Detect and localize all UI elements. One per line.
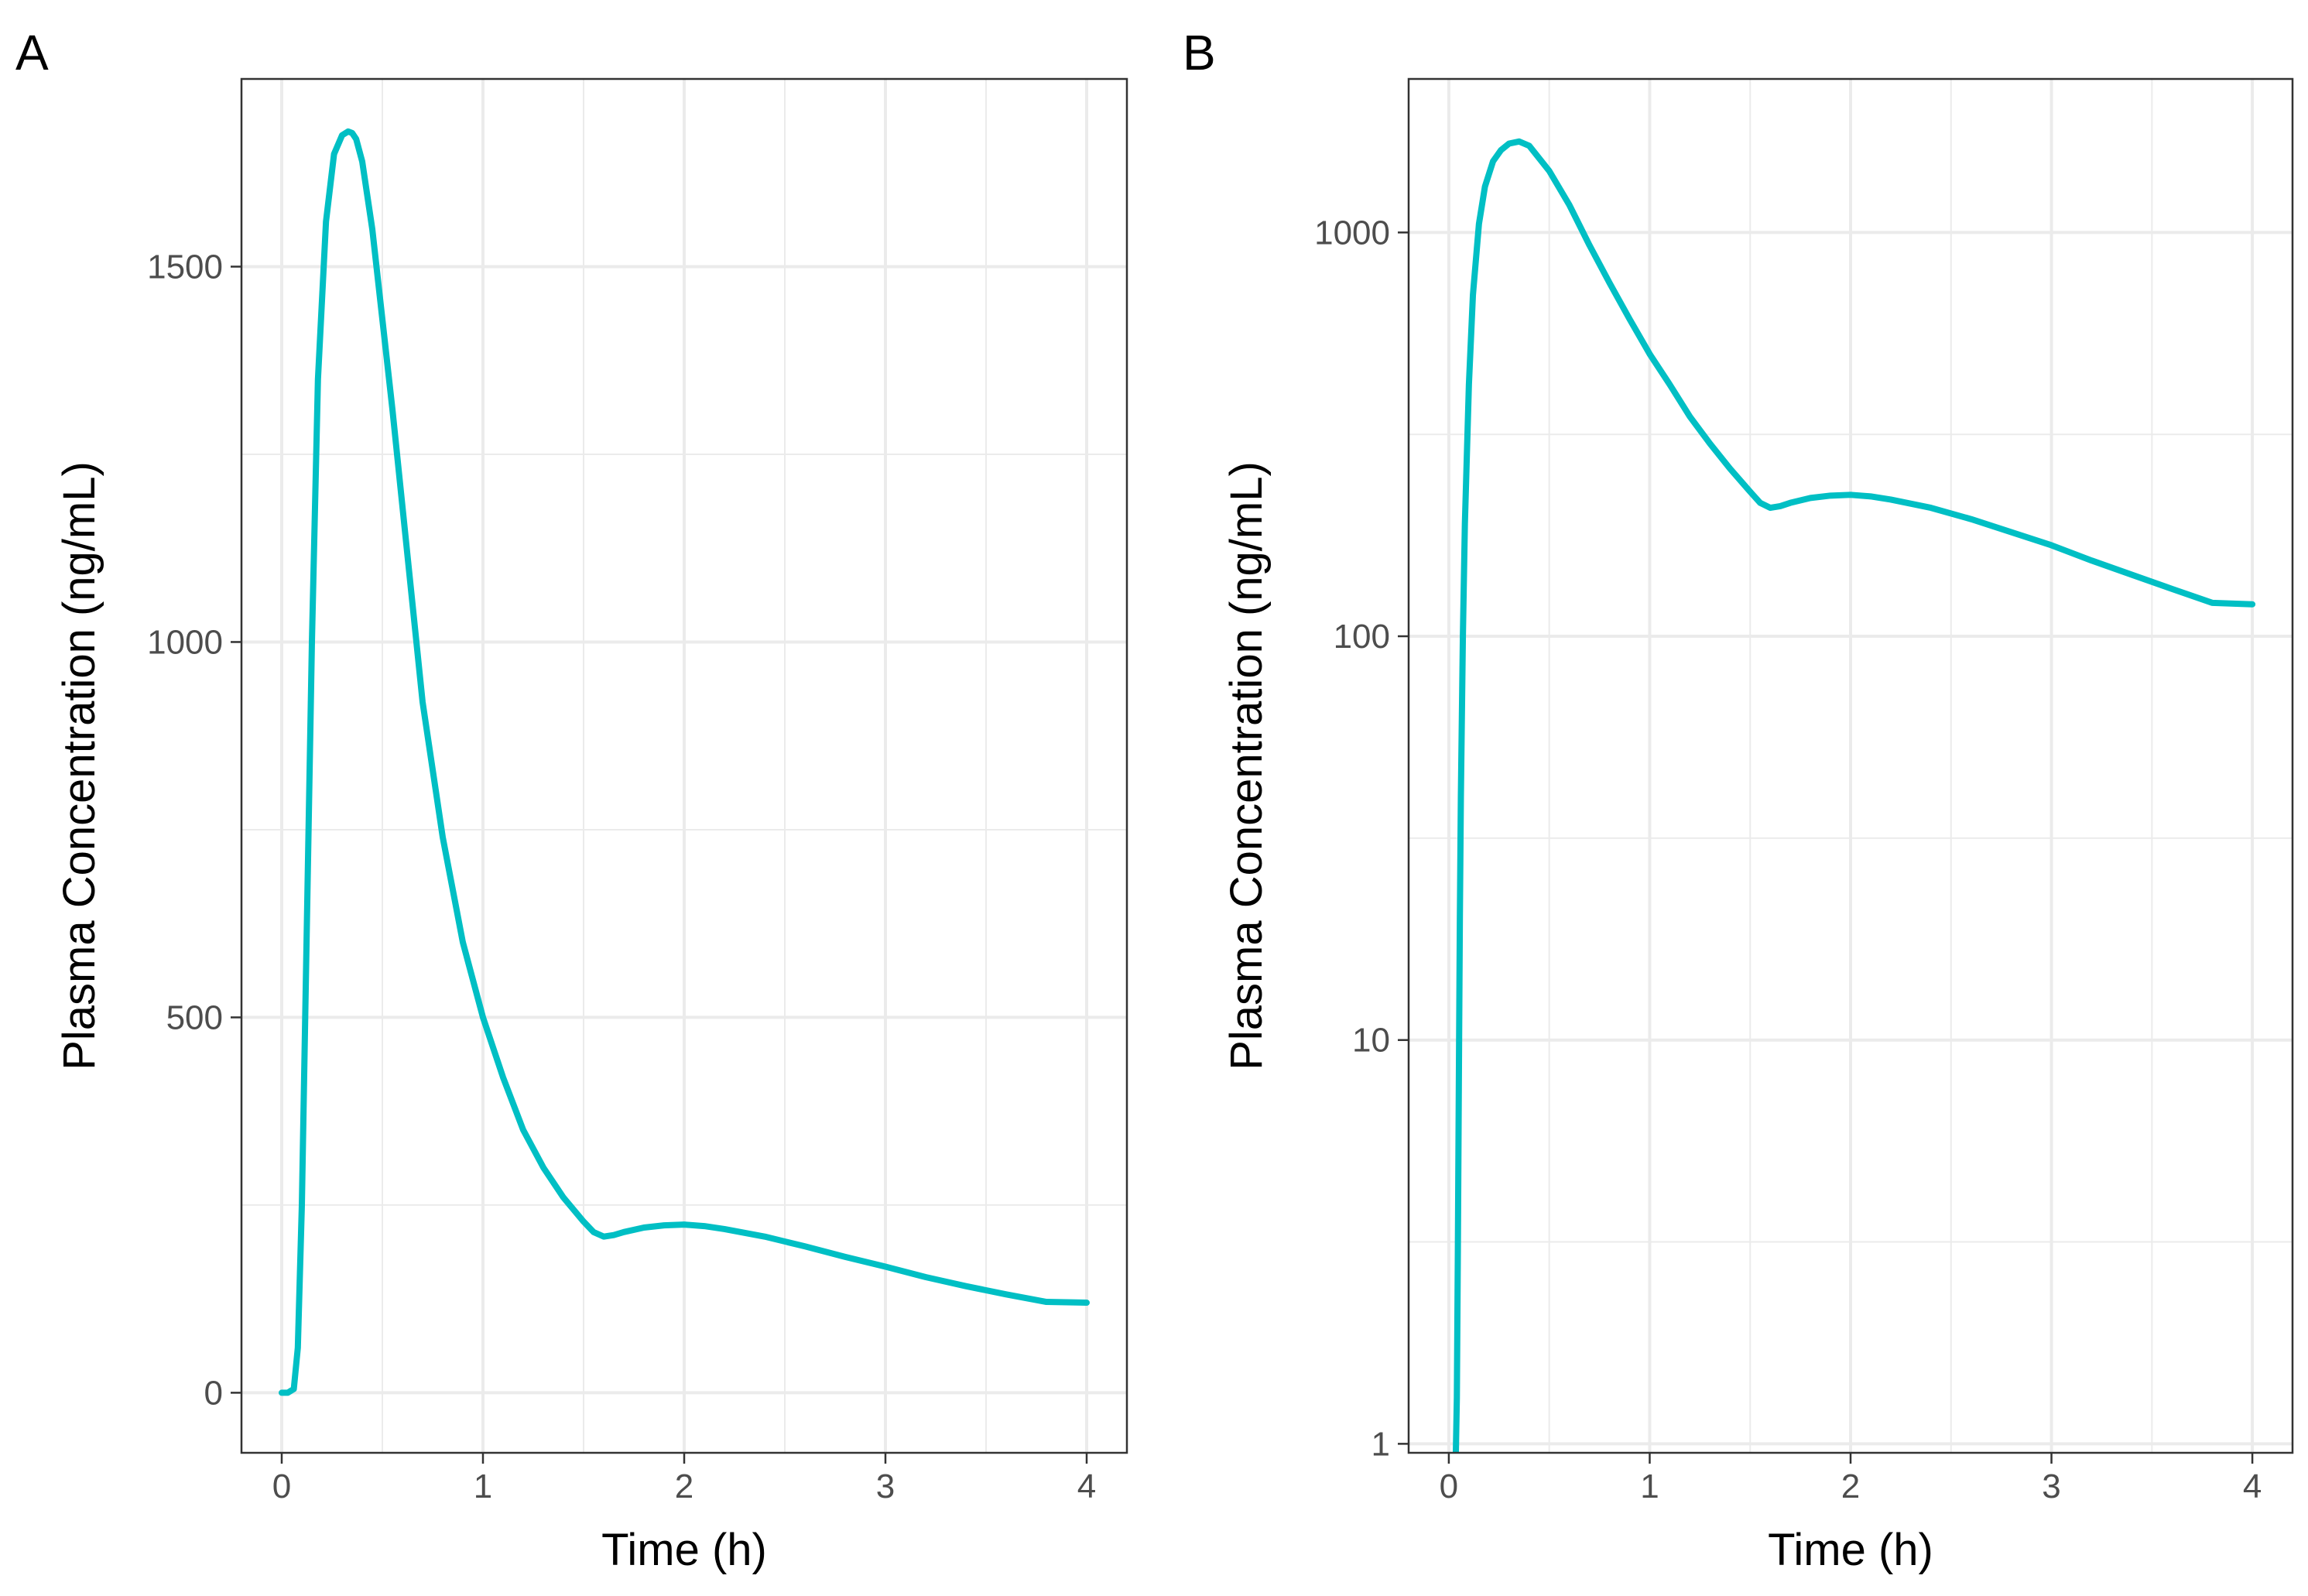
panel-letter: B	[1183, 25, 1216, 80]
y-axis-title: Plasma Concentration (ng/mL)	[1221, 461, 1272, 1070]
y-tick-label: 100	[1334, 618, 1390, 656]
y-tick-label: 500	[166, 998, 223, 1036]
x-tick-label: 4	[1077, 1468, 1096, 1505]
y-tick-label: 1	[1371, 1425, 1390, 1463]
panel-letter: A	[15, 25, 49, 80]
panel-b: 0 1 2 3 4 1 10 100 1000 Time (h) Plasma Concentrat…	[1183, 25, 2294, 1575]
x-tick-label: 0	[272, 1468, 291, 1505]
x-tick-label: 4	[2243, 1468, 2262, 1505]
series-line-concentration	[279, 128, 1090, 1396]
x-axis-title: Time (h)	[601, 1525, 767, 1575]
x-tick-label: 1	[474, 1468, 492, 1505]
y-tick-label: 10	[1352, 1022, 1390, 1060]
x-tick-label: 1	[1640, 1468, 1659, 1505]
y-axis-title: Plasma Concentration (ng/mL)	[54, 461, 104, 1070]
y-tick-label: 1000	[1314, 214, 1390, 252]
series-line-concentration	[1452, 138, 2256, 1453]
y-tick-label: 0	[204, 1374, 223, 1412]
y-tick-label: 1500	[147, 248, 223, 286]
x-tick-label: 2	[675, 1468, 693, 1505]
x-tick-label: 2	[1841, 1468, 1860, 1505]
x-tick-label: 3	[876, 1468, 895, 1505]
x-axis-title: Time (h)	[1768, 1525, 1933, 1575]
panel-a: 0 1 2 3 4 0 500 1000 1500 Time (h) Plasma Concentr…	[15, 25, 1128, 1575]
y-tick-label: 1000	[147, 623, 223, 661]
x-tick-label: 3	[2042, 1468, 2060, 1505]
x-tick-label: 0	[1440, 1468, 1458, 1505]
